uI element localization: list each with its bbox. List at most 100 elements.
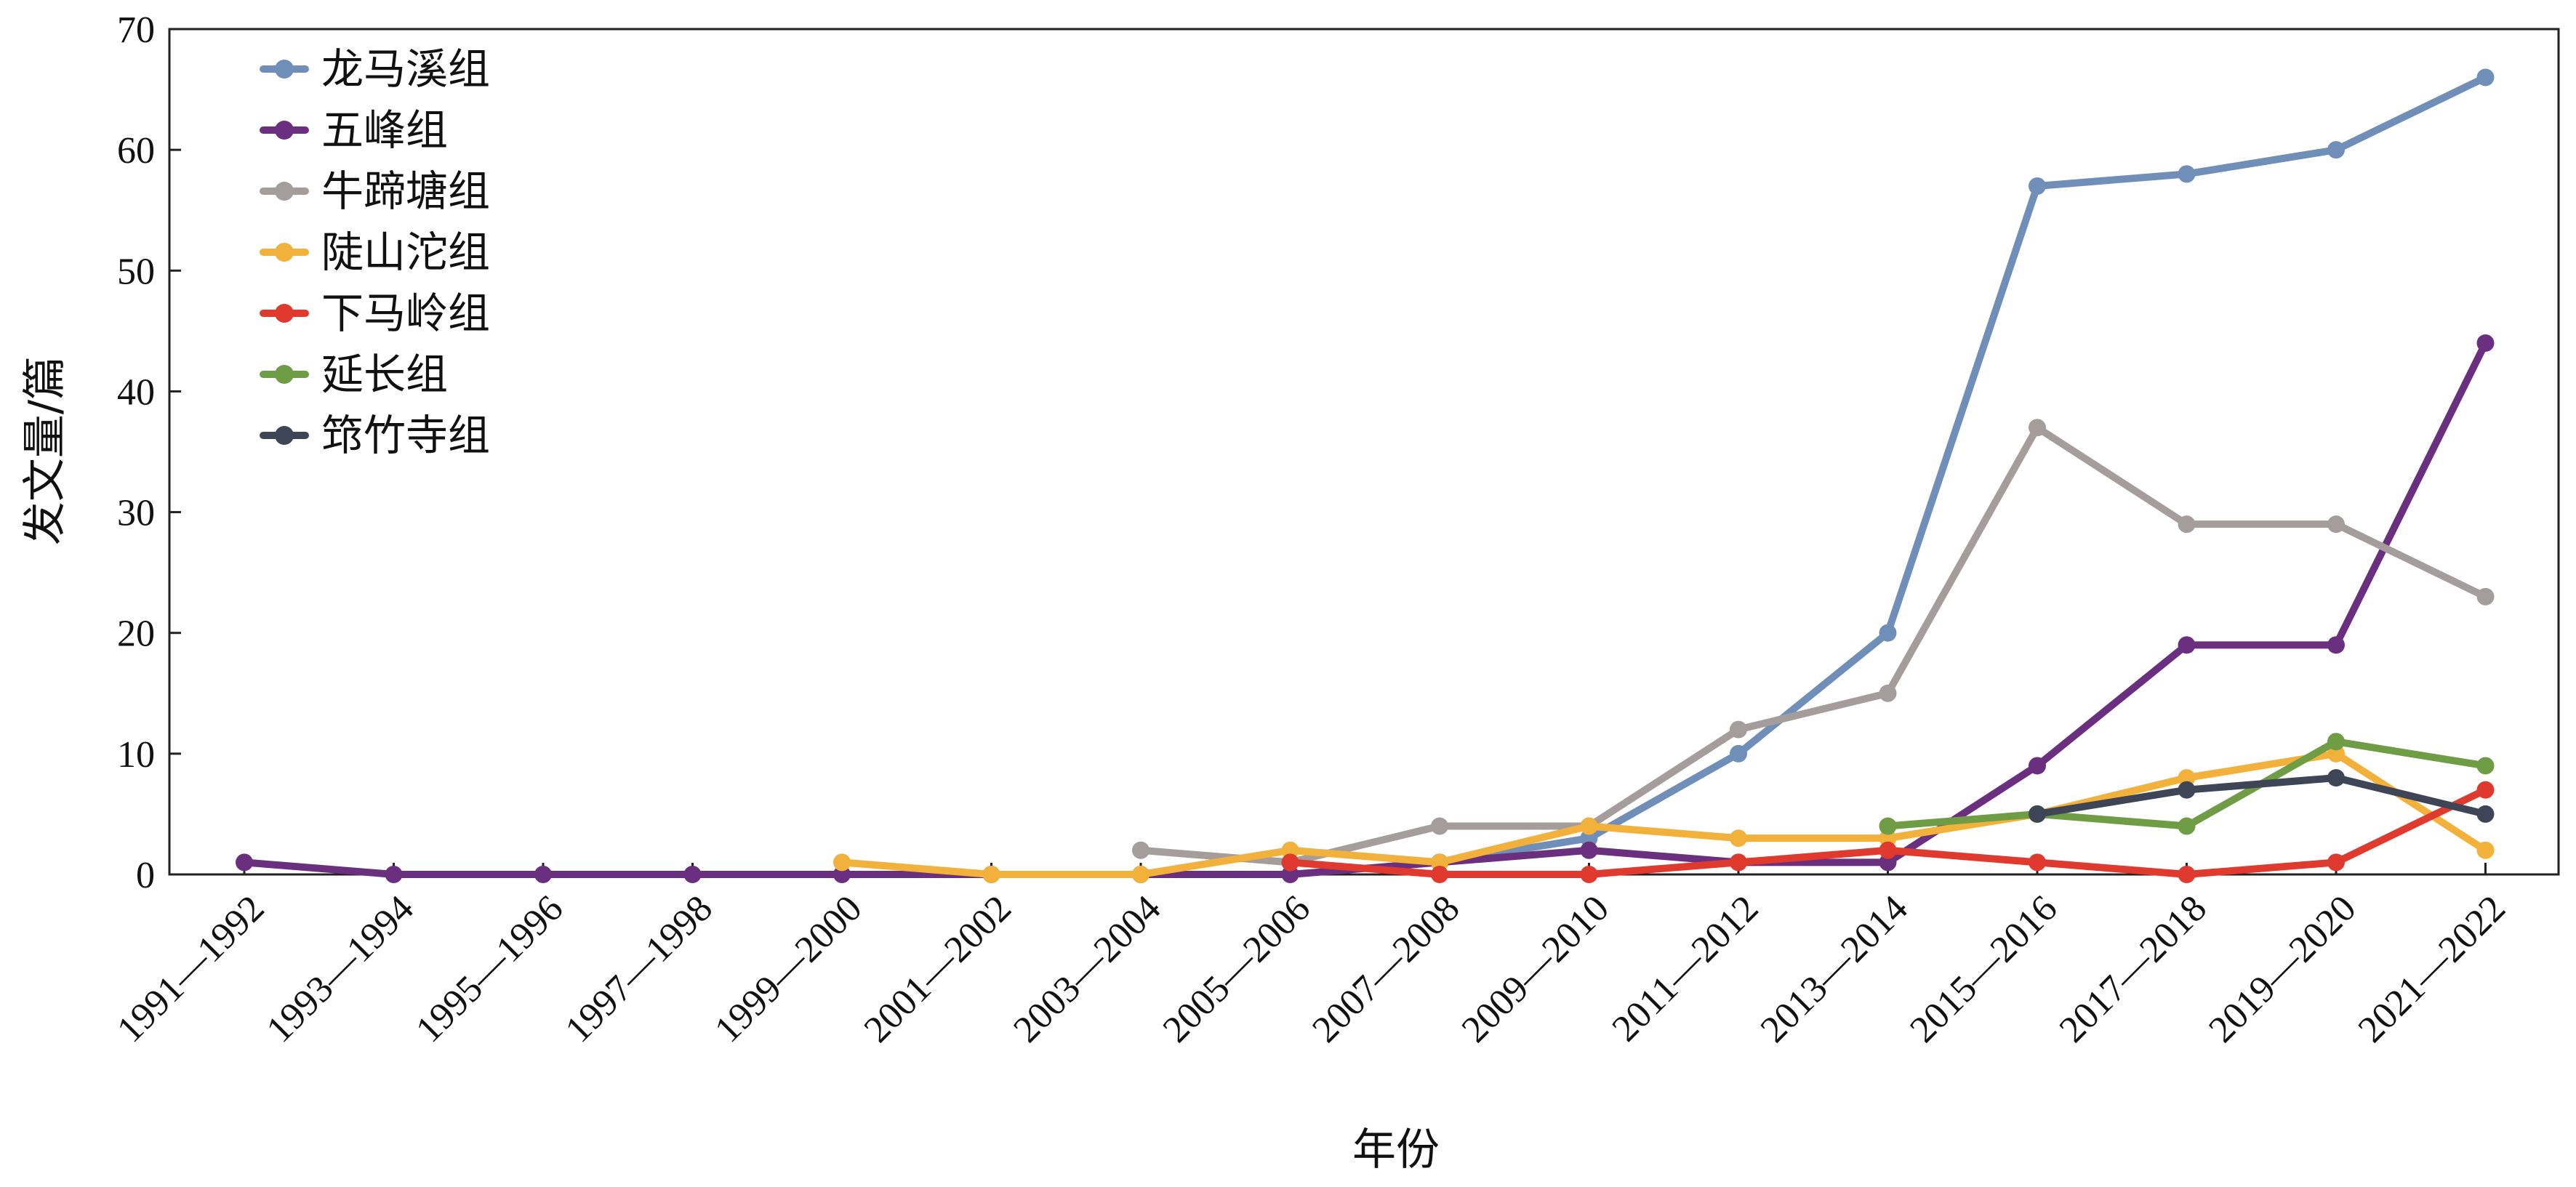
data-point <box>2178 636 2196 654</box>
data-point <box>683 866 702 883</box>
data-point <box>2327 636 2345 654</box>
data-point <box>2327 515 2345 534</box>
data-point <box>1879 853 1897 872</box>
data-point <box>385 866 403 883</box>
data-point <box>1730 829 1747 848</box>
data-point <box>2178 769 2196 787</box>
data-point <box>2476 334 2495 352</box>
data-point <box>982 866 1000 883</box>
x-tick-label: 1999—2000 <box>707 888 870 1050</box>
data-point <box>1730 744 1747 763</box>
x-tick-label: 2015—2016 <box>1902 888 2065 1050</box>
x-axis: 1991—19921993—19941995—19961997—19981999… <box>109 863 2513 1050</box>
series-layer <box>236 68 2495 883</box>
legend-label: 五峰组 <box>321 105 448 155</box>
data-point <box>1132 866 1149 883</box>
legend-marker <box>275 365 294 384</box>
data-point <box>1879 624 1897 642</box>
data-point <box>1730 853 1747 872</box>
series-group <box>1281 781 2495 883</box>
data-point <box>2476 781 2495 799</box>
y-tick-label: 40 <box>117 371 155 413</box>
legend-label: 下马岭组 <box>321 289 490 338</box>
legend-marker <box>275 426 294 445</box>
x-tick-label: 2003—2004 <box>1006 888 1168 1050</box>
data-point <box>2029 757 2046 775</box>
data-point <box>1132 841 1149 859</box>
series-line <box>1436 73 2489 866</box>
data-point <box>2327 853 2345 872</box>
data-point <box>2476 68 2495 86</box>
series-group <box>236 334 2495 883</box>
data-point <box>1879 841 1897 859</box>
y-tick-label: 50 <box>117 251 155 292</box>
x-tick-label: 2001—2002 <box>856 888 1019 1050</box>
y-tick-label: 70 <box>117 9 155 51</box>
data-point <box>1730 720 1747 739</box>
x-tick-label: 2013—2014 <box>1753 888 1916 1050</box>
x-tick-label: 2017—2018 <box>2052 888 2215 1050</box>
y-tick-label: 60 <box>117 130 155 172</box>
data-point <box>2327 141 2345 159</box>
data-point <box>2327 733 2345 751</box>
y-axis: 0 10 20 30 40 50 60 70 <box>117 9 181 896</box>
data-point <box>2029 177 2046 195</box>
data-point <box>2327 744 2345 763</box>
y-tick-label: 10 <box>117 734 155 776</box>
data-point <box>2178 866 2196 883</box>
x-tick-label: 2011—2012 <box>1605 888 1767 1050</box>
x-tick-label: 2005—2006 <box>1155 888 1318 1050</box>
data-point <box>833 866 851 883</box>
data-point <box>2178 817 2196 835</box>
plot-frame <box>168 28 2560 876</box>
data-point <box>2476 805 2495 823</box>
data-point <box>2327 769 2345 787</box>
data-point <box>1431 866 1448 883</box>
data-point <box>1431 817 1448 835</box>
data-point <box>1281 866 1299 883</box>
x-tick-label: 1997—1998 <box>558 888 721 1050</box>
series-line <box>1137 424 2489 866</box>
data-point <box>534 866 552 883</box>
data-point <box>1431 853 1448 872</box>
data-point <box>1879 817 1897 835</box>
x-tick-label: 2021—2022 <box>2351 888 2513 1050</box>
data-point <box>2476 587 2495 605</box>
legend-marker <box>275 243 294 262</box>
data-point <box>1580 829 1598 848</box>
data-point <box>236 853 253 872</box>
legend-marker <box>275 182 294 201</box>
data-point <box>2476 757 2495 775</box>
y-tick-label: 0 <box>136 855 155 896</box>
data-point <box>1281 841 1299 859</box>
legend-label: 筇竹寺组 <box>321 411 490 460</box>
data-point <box>2029 419 2046 437</box>
legend-label: 陡山沱组 <box>321 228 490 277</box>
x-tick-label: 2019—2020 <box>2201 888 2364 1050</box>
legend-label: 延长组 <box>321 350 448 399</box>
data-point <box>2476 841 2495 859</box>
series-group <box>833 744 2495 883</box>
legend-marker <box>275 304 294 323</box>
data-point <box>833 853 851 872</box>
legend-label: 牛蹄塘组 <box>321 166 490 216</box>
data-point <box>2029 805 2046 823</box>
y-tick-label: 20 <box>117 613 155 655</box>
series-group <box>2029 769 2495 823</box>
data-point <box>1580 817 1598 835</box>
y-tick-label: 30 <box>117 493 155 534</box>
data-point <box>2029 853 2046 872</box>
x-tick-label: 1991—1992 <box>109 888 272 1050</box>
x-tick-label: 1995—1996 <box>408 888 571 1050</box>
data-point <box>2178 781 2196 799</box>
legend-label: 龙马溪组 <box>321 44 490 94</box>
data-point <box>1879 684 1897 702</box>
y-axis-title: 发文量/篇 <box>20 356 71 545</box>
legend-marker <box>275 121 294 140</box>
data-point <box>2178 515 2196 534</box>
data-point <box>1580 866 1598 883</box>
data-point <box>1580 841 1598 859</box>
legend-marker <box>275 60 294 79</box>
